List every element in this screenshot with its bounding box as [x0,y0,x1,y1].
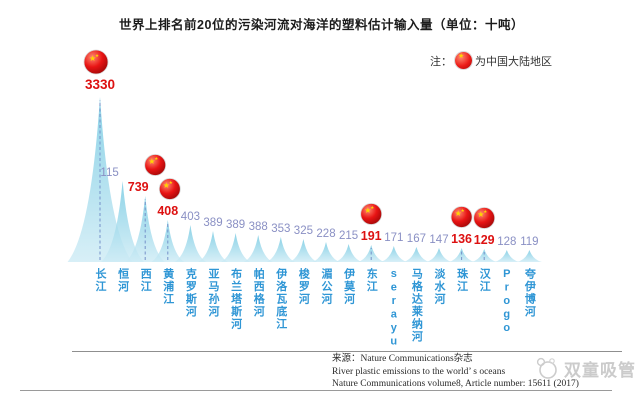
china-flag-marker: ★★ [473,207,496,229]
value-label: 147 [429,234,448,246]
value-label: 167 [407,233,426,245]
river-name-label: 淡水河 [433,268,445,306]
river-name-label: Progo [500,268,513,336]
value-label: 115 [100,167,118,179]
river-name-label: serayu [387,268,400,349]
svg-text:★: ★ [370,205,374,210]
river-name-label: 长江 [94,268,106,293]
river-peak [471,249,497,262]
value-label: 128 [497,236,516,248]
river-peak [266,237,296,262]
river-peak [220,233,251,262]
svg-text:★: ★ [477,210,484,219]
river-peak [243,235,273,262]
river-peak [426,248,452,262]
river-peak [448,248,475,262]
river-name-label: 湄公河 [320,268,332,306]
river-name-label: 布兰塔斯河 [229,268,242,331]
value-label: 389 [226,219,245,231]
page-title: 世界上排名前20位的污染河流对海洋的塑料估计输入量（单位：十吨） [119,18,524,32]
china-flag-marker: ★★ [144,154,167,176]
svg-text:★: ★ [148,157,155,166]
value-label: 388 [249,221,268,233]
river-peak [403,247,430,262]
river-peak [125,196,165,262]
river-name-label: 夸伊博河 [523,268,536,318]
river-name-label: 伊洛瓦底江 [274,268,287,331]
source-line-2: River plastic emissions to the world’ s … [332,366,506,377]
river-peak [197,231,229,262]
value-label: 403 [181,211,200,223]
watermark: 双童吸管 [534,355,636,381]
value-label: 325 [294,225,313,237]
value-label: 191 [361,229,382,243]
china-flag-marker: ★★ [158,178,181,200]
river-peak [289,239,318,262]
river-peak [494,250,520,262]
river-name-label: 珠江 [455,268,468,293]
legend-note-prefix: 注： [430,55,452,68]
legend-note-suffix: 为中国大陆地区 [475,55,552,68]
divider-line-bottom [20,390,612,391]
watermark-text: 双童吸管 [564,360,636,380]
value-label: 353 [271,223,290,235]
river-name-label: 恒河 [116,268,129,293]
svg-text:★: ★ [364,206,371,215]
river-name-label: 伊莫河 [342,268,355,306]
value-label: 739 [128,180,149,194]
river-name-label: 亚马孙河 [207,268,219,318]
river-peak [67,97,133,262]
value-label: 3330 [85,77,115,92]
svg-text:★: ★ [154,156,158,161]
china-flag-marker: ★★ [450,206,473,228]
china-flag-marker: ★★ [83,49,109,75]
source-citation: 来源：Nature Communications杂志 River plastic… [332,353,632,391]
river-peak [312,242,340,262]
divider-line-top [72,351,622,352]
river-peak [380,246,407,262]
river-peak [516,250,542,262]
value-label: 228 [316,228,335,240]
river-name-label: 黄浦江 [161,268,174,306]
svg-text:★: ★ [169,180,173,185]
china-flag-marker: ★★ [360,203,383,225]
value-label: 119 [520,236,538,248]
river-name-label: 克罗斯河 [184,268,197,318]
river-name-label: 帕西格河 [252,268,265,318]
river-name-label: 西江 [139,268,152,293]
river-name-label: 梭罗河 [297,268,310,306]
star-icon: ★ [458,53,465,60]
svg-text:★: ★ [461,208,465,213]
watermark-logo-icon [536,357,557,379]
river-name-label: 马格达莱纳河 [410,268,423,343]
value-label: 136 [451,232,472,246]
svg-text:★: ★ [95,53,99,58]
svg-text:★: ★ [455,209,462,218]
svg-text:★: ★ [483,209,487,214]
river-name-label: 汉江 [478,268,491,293]
river-peak [335,244,362,262]
china-flag-ball-icon: ★ [455,52,472,69]
svg-text:★: ★ [89,54,96,63]
river-name-label: 东江 [365,268,378,293]
value-label: 129 [474,233,495,247]
legend-note: 注： ★ 为中国大陆地区 [430,52,552,69]
value-label: 408 [157,204,178,218]
value-label: 215 [339,230,358,242]
svg-text:★: ★ [163,181,170,190]
river-peak [101,181,145,262]
value-label: 171 [384,232,403,244]
value-label: 389 [203,217,222,229]
river-peak [174,225,207,262]
source-line-3: Nature Communications volume8, Article n… [332,379,579,389]
source-line-1: 来源：Nature Communications杂志 [332,354,473,364]
